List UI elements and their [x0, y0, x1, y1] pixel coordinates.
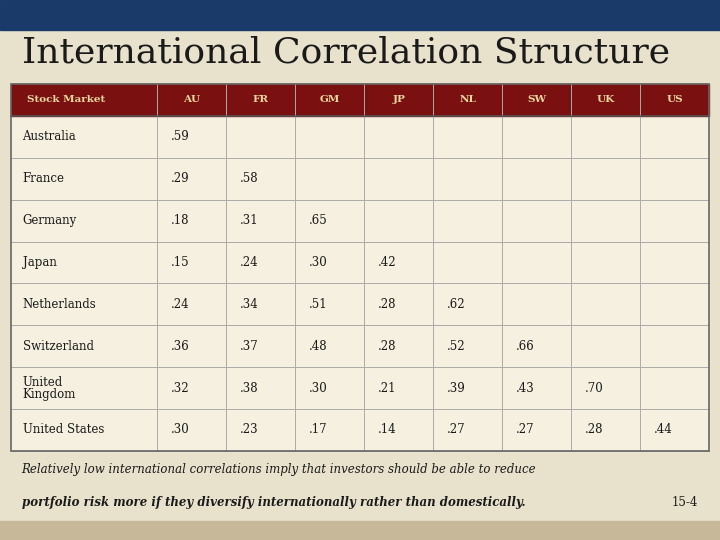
- Bar: [11, 84, 709, 451]
- Text: .24: .24: [171, 298, 190, 311]
- Bar: [0, 0, 720, 30]
- Text: .44: .44: [654, 423, 672, 436]
- Bar: [11, 84, 709, 116]
- Text: .28: .28: [378, 340, 397, 353]
- Text: .38: .38: [240, 382, 259, 395]
- Text: .52: .52: [447, 340, 466, 353]
- Text: Germany: Germany: [22, 214, 77, 227]
- Text: International Correlation Structure: International Correlation Structure: [22, 35, 670, 69]
- Text: .37: .37: [240, 340, 259, 353]
- Text: .62: .62: [447, 298, 466, 311]
- Text: Stock Market: Stock Market: [27, 96, 106, 104]
- Bar: [11, 325, 709, 367]
- Text: SW: SW: [527, 96, 546, 104]
- Bar: [11, 116, 709, 158]
- Text: .30: .30: [171, 423, 190, 436]
- Text: .42: .42: [378, 256, 397, 269]
- Text: JP: JP: [392, 96, 405, 104]
- Text: .28: .28: [378, 298, 397, 311]
- Text: .32: .32: [171, 382, 190, 395]
- Text: GM: GM: [320, 96, 340, 104]
- Bar: [11, 367, 709, 409]
- Text: NL: NL: [459, 96, 476, 104]
- Text: Australia: Australia: [22, 131, 76, 144]
- Text: .27: .27: [516, 423, 535, 436]
- Text: .70: .70: [585, 382, 604, 395]
- Text: .51: .51: [309, 298, 328, 311]
- Text: .15: .15: [171, 256, 190, 269]
- Text: FR: FR: [253, 96, 269, 104]
- Text: 15-4: 15-4: [672, 496, 698, 509]
- Text: .48: .48: [309, 340, 328, 353]
- Text: .31: .31: [240, 214, 259, 227]
- Text: .18: .18: [171, 214, 190, 227]
- Text: .28: .28: [585, 423, 603, 436]
- Text: France: France: [22, 172, 65, 185]
- Text: .34: .34: [240, 298, 259, 311]
- Text: Switzerland: Switzerland: [22, 340, 94, 353]
- Text: .24: .24: [240, 256, 259, 269]
- Text: .27: .27: [447, 423, 466, 436]
- Text: .23: .23: [240, 423, 259, 436]
- Bar: [11, 284, 709, 325]
- Text: AU: AU: [184, 96, 200, 104]
- Bar: [11, 200, 709, 241]
- Text: .43: .43: [516, 382, 535, 395]
- Bar: [0, 521, 720, 540]
- Text: .58: .58: [240, 172, 259, 185]
- Bar: [11, 158, 709, 200]
- Bar: [11, 409, 709, 451]
- Text: United States: United States: [22, 423, 104, 436]
- Text: .29: .29: [171, 172, 190, 185]
- Text: .39: .39: [447, 382, 466, 395]
- Text: .65: .65: [309, 214, 328, 227]
- Text: .66: .66: [516, 340, 535, 353]
- Bar: [11, 241, 709, 284]
- Text: .30: .30: [309, 382, 328, 395]
- Text: .21: .21: [378, 382, 397, 395]
- Text: UK: UK: [597, 96, 615, 104]
- Text: United
Kingdom: United Kingdom: [22, 376, 76, 401]
- Text: Relatively low international correlations imply that investors should be able to: Relatively low international correlation…: [22, 463, 536, 476]
- Text: .17: .17: [309, 423, 328, 436]
- Text: Japan: Japan: [22, 256, 56, 269]
- Text: Netherlands: Netherlands: [22, 298, 96, 311]
- Text: portfolio risk more if they diversify internationally rather than domestically.: portfolio risk more if they diversify in…: [22, 496, 525, 509]
- Text: US: US: [667, 96, 683, 104]
- Text: .14: .14: [378, 423, 397, 436]
- Text: .36: .36: [171, 340, 190, 353]
- Text: .30: .30: [309, 256, 328, 269]
- Text: .59: .59: [171, 131, 190, 144]
